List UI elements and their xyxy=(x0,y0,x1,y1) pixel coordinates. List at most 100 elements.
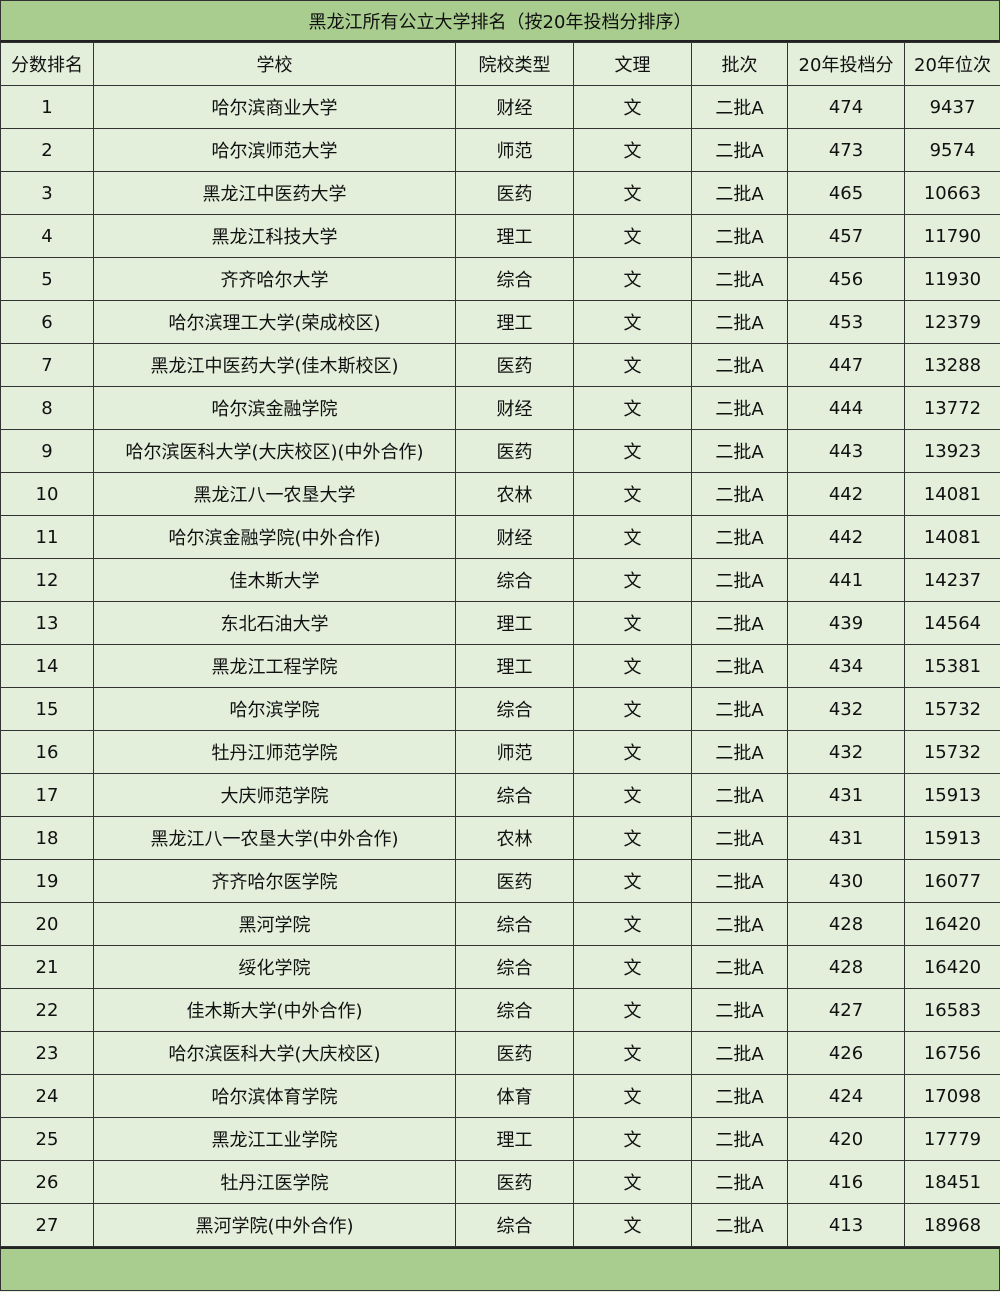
type-cell: 医药 xyxy=(455,1031,574,1075)
track-cell: 文 xyxy=(573,171,692,215)
score-cell: 424 xyxy=(787,1074,905,1118)
table-row: 26 牡丹江医学院 医药文二批A 416 18451 xyxy=(0,1160,1000,1204)
header-position: 20年位次 xyxy=(904,42,1000,86)
school-cell: 哈尔滨医科大学(大庆校区) xyxy=(93,1031,456,1075)
rank-cell: 20 xyxy=(0,902,94,946)
school-cell: 东北石油大学 xyxy=(93,601,456,645)
school-cell: 哈尔滨体育学院 xyxy=(93,1074,456,1118)
rank-cell: 2 xyxy=(0,128,94,172)
table-row: 27 黑河学院(中外合作) 综合文二批A 413 18968 xyxy=(0,1203,1000,1247)
track-cell: 文 xyxy=(573,945,692,989)
header-school: 学校 xyxy=(93,42,456,86)
header-batch: 批次 xyxy=(691,42,788,86)
batch-cell: 二批A xyxy=(691,128,788,172)
batch-cell: 二批A xyxy=(691,816,788,860)
batch-cell: 二批A xyxy=(691,300,788,344)
type-cell: 综合 xyxy=(455,257,574,301)
type-cell: 医药 xyxy=(455,1160,574,1204)
rank-cell: 17 xyxy=(0,773,94,817)
rank-cell: 4 xyxy=(0,214,94,258)
batch-cell: 二批A xyxy=(691,1203,788,1247)
position-cell: 14081 xyxy=(904,515,1000,559)
position-cell: 16420 xyxy=(904,902,1000,946)
batch-cell: 二批A xyxy=(691,902,788,946)
rank-cell: 21 xyxy=(0,945,94,989)
score-cell: 427 xyxy=(787,988,905,1032)
track-cell: 文 xyxy=(573,128,692,172)
position-cell: 16420 xyxy=(904,945,1000,989)
score-cell: 428 xyxy=(787,902,905,946)
batch-cell: 二批A xyxy=(691,601,788,645)
table-row: 14 黑龙江工程学院 理工文二批A 434 15381 xyxy=(0,644,1000,688)
type-cell: 综合 xyxy=(455,558,574,602)
table-row: 7 黑龙江中医药大学(佳木斯校区) 医药文二批A 447 13288 xyxy=(0,343,1000,387)
table-row: 9 哈尔滨医科大学(大庆校区)(中外合作) 医药文二批A 443 13923 xyxy=(0,429,1000,473)
ranking-table: 分数排名 学校 院校类型 文理 批次 20年投档分 20年位次 1 哈尔滨商业大学… xyxy=(0,42,1000,1247)
score-cell: 441 xyxy=(787,558,905,602)
school-cell: 黑龙江工程学院 xyxy=(93,644,456,688)
table-row: 11 哈尔滨金融学院(中外合作) 财经文二批A 442 14081 xyxy=(0,515,1000,559)
batch-cell: 二批A xyxy=(691,515,788,559)
school-cell: 黑河学院 xyxy=(93,902,456,946)
rank-cell: 9 xyxy=(0,429,94,473)
table-row: 16 牡丹江师范学院 师范文二批A 432 15732 xyxy=(0,730,1000,774)
table-row: 25 黑龙江工业学院 理工文二批A 420 17779 xyxy=(0,1117,1000,1161)
header-score: 20年投档分 xyxy=(787,42,905,86)
type-cell: 理工 xyxy=(455,601,574,645)
track-cell: 文 xyxy=(573,730,692,774)
score-cell: 474 xyxy=(787,85,905,129)
position-cell: 17098 xyxy=(904,1074,1000,1118)
position-cell: 14237 xyxy=(904,558,1000,602)
score-cell: 439 xyxy=(787,601,905,645)
rank-cell: 18 xyxy=(0,816,94,860)
batch-cell: 二批A xyxy=(691,1074,788,1118)
score-cell: 434 xyxy=(787,644,905,688)
batch-cell: 二批A xyxy=(691,988,788,1032)
school-cell: 哈尔滨金融学院 xyxy=(93,386,456,430)
track-cell: 文 xyxy=(573,214,692,258)
batch-cell: 二批A xyxy=(691,429,788,473)
position-cell: 12379 xyxy=(904,300,1000,344)
score-cell: 431 xyxy=(787,816,905,860)
batch-cell: 二批A xyxy=(691,214,788,258)
score-cell: 430 xyxy=(787,859,905,903)
track-cell: 文 xyxy=(573,85,692,129)
rank-cell: 15 xyxy=(0,687,94,731)
header-rank: 分数排名 xyxy=(0,42,94,86)
rank-cell: 14 xyxy=(0,644,94,688)
position-cell: 9574 xyxy=(904,128,1000,172)
type-cell: 综合 xyxy=(455,773,574,817)
type-cell: 医药 xyxy=(455,429,574,473)
score-cell: 473 xyxy=(787,128,905,172)
type-cell: 师范 xyxy=(455,128,574,172)
school-cell: 黑龙江中医药大学 xyxy=(93,171,456,215)
school-cell: 齐齐哈尔大学 xyxy=(93,257,456,301)
position-cell: 9437 xyxy=(904,85,1000,129)
type-cell: 理工 xyxy=(455,644,574,688)
position-cell: 13923 xyxy=(904,429,1000,473)
table-row: 24 哈尔滨体育学院 体育文二批A 424 17098 xyxy=(0,1074,1000,1118)
track-cell: 文 xyxy=(573,1117,692,1161)
track-cell: 文 xyxy=(573,773,692,817)
position-cell: 14081 xyxy=(904,472,1000,516)
rank-cell: 11 xyxy=(0,515,94,559)
batch-cell: 二批A xyxy=(691,257,788,301)
batch-cell: 二批A xyxy=(691,730,788,774)
track-cell: 文 xyxy=(573,515,692,559)
type-cell: 医药 xyxy=(455,171,574,215)
table-row: 8 哈尔滨金融学院 财经文二批A 444 13772 xyxy=(0,386,1000,430)
score-cell: 428 xyxy=(787,945,905,989)
batch-cell: 二批A xyxy=(691,171,788,215)
position-cell: 17779 xyxy=(904,1117,1000,1161)
rank-cell: 19 xyxy=(0,859,94,903)
position-cell: 16756 xyxy=(904,1031,1000,1075)
score-cell: 465 xyxy=(787,171,905,215)
table-row: 2 哈尔滨师范大学 师范文二批A 473 9574 xyxy=(0,128,1000,172)
school-cell: 黑龙江八一农垦大学 xyxy=(93,472,456,516)
table-row: 15 哈尔滨学院 综合文二批A 432 15732 xyxy=(0,687,1000,731)
table-row: 23 哈尔滨医科大学(大庆校区) 医药文二批A 426 16756 xyxy=(0,1031,1000,1075)
type-cell: 农林 xyxy=(455,472,574,516)
track-cell: 文 xyxy=(573,472,692,516)
position-cell: 13288 xyxy=(904,343,1000,387)
type-cell: 综合 xyxy=(455,988,574,1032)
